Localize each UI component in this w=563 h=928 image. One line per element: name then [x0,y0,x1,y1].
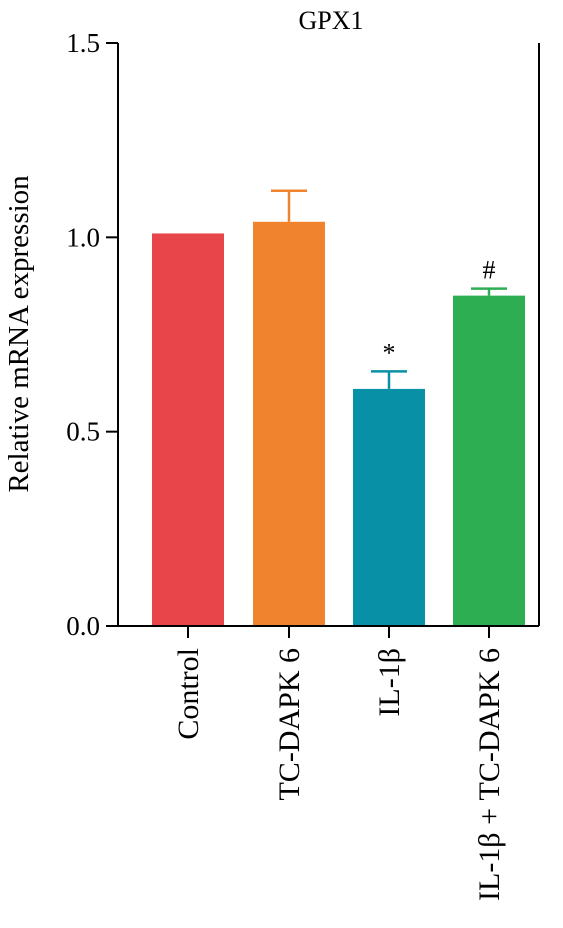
category-label-3: IL-1β [373,648,406,717]
y-tick-label-3: 1.5 [66,28,100,58]
y-tick-label-1: 0.5 [66,417,100,447]
significance-mark-4: # [483,256,496,285]
bar-2 [253,221,325,626]
plot-area: * #0.0 0.5 1.0 1.5 Control TC-DAPK 6 IL-1β IL-1β… [66,28,540,901]
bar-4 [453,295,525,626]
significance-mark-3: * [383,338,396,367]
category-label-1: Control [172,648,205,740]
category-label-2: TC-DAPK 6 [273,648,306,801]
bar-3 [353,388,425,626]
bar-1 [152,233,224,627]
y-tick-label-2: 1.0 [66,222,100,252]
y-tick-label-0: 0.0 [66,611,100,641]
category-label-4: IL-1β + TC-DAPK 6 [473,648,506,901]
y-axis-label: Relative mRNA expression [3,175,35,493]
chart-title: GPX1 [298,6,363,35]
